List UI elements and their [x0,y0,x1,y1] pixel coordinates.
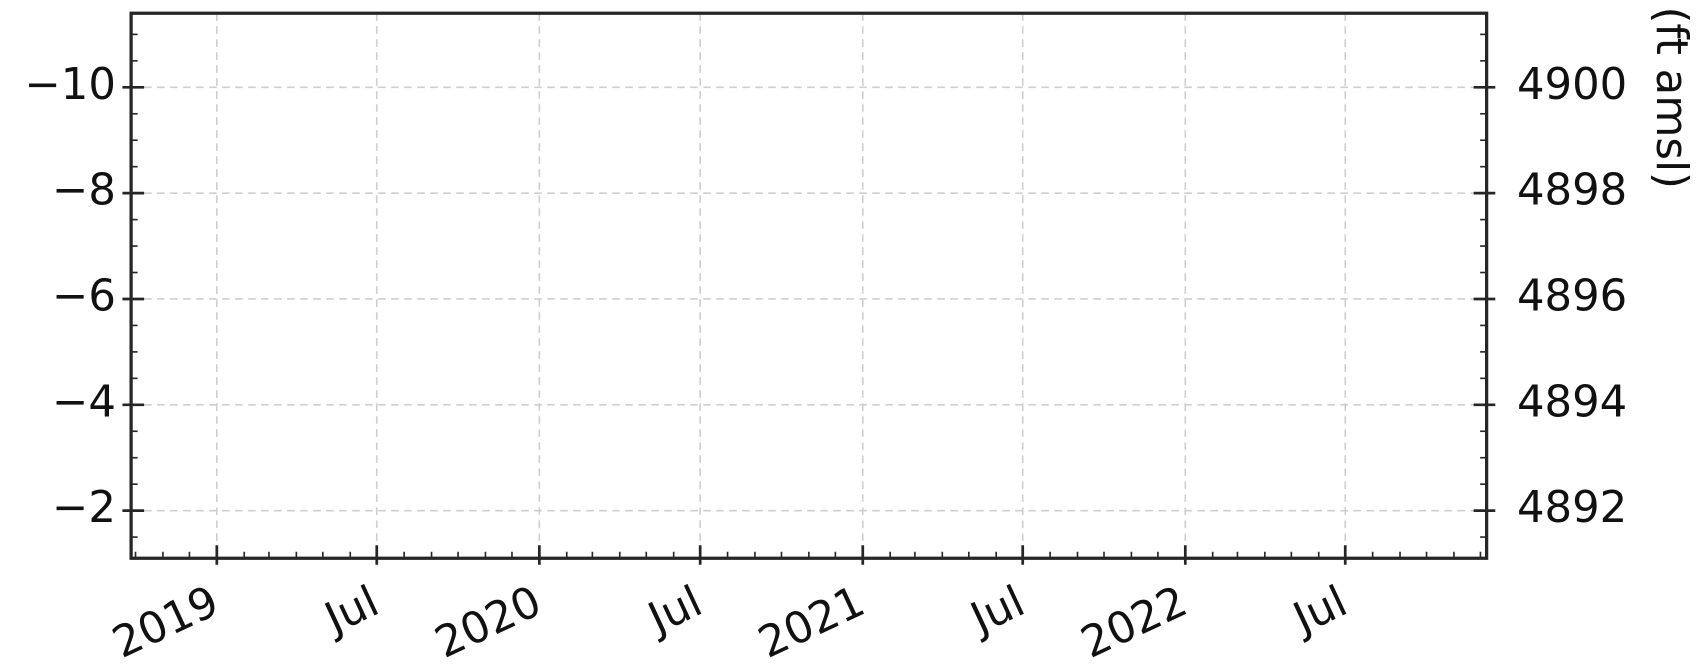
y-tick-label: −10 [24,60,115,110]
y-tick-label: −2 [52,483,116,533]
x-tick-label: Jul [315,577,386,646]
x-tick-label: Jul [1284,577,1355,646]
y-tick-label: −6 [52,271,116,321]
y2-tick-label: 4898 [1517,166,1627,216]
x-tick-label: 2020 [428,577,549,669]
x-tick-label: 2022 [1074,577,1195,669]
y2-tick-label: 4892 [1517,483,1627,533]
x-tick-label: Jul [961,577,1032,646]
y2-tick-label: 4894 [1517,377,1627,427]
x-tick-label: 2021 [751,577,872,669]
plot-frame [129,11,1489,560]
y2-tick-label: 4900 [1517,60,1627,110]
y2-tick-label: 4896 [1517,271,1627,321]
y-tick-label: −8 [52,166,116,216]
y-tick-label: −4 [52,377,116,427]
x-tick-label: 2019 [105,577,226,669]
y2-axis-label: (ft amsl) [1646,7,1696,189]
x-tick-label: Jul [638,577,709,646]
